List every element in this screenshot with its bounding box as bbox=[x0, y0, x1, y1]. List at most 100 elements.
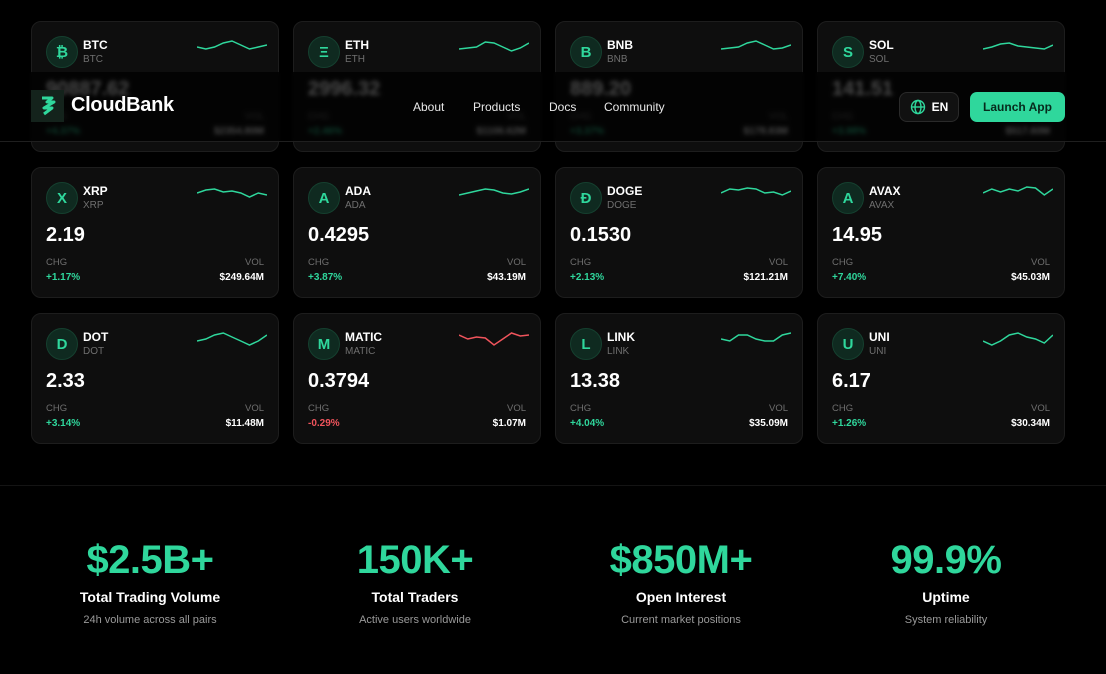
stat-0: $2.5B+ Total Trading Volume 24h volume a… bbox=[20, 538, 280, 626]
coin-name: ADA bbox=[345, 200, 366, 211]
coin-price: 2.19 bbox=[46, 224, 85, 246]
volume-value: $43.19M bbox=[487, 272, 526, 283]
coin-symbol: AVAX bbox=[869, 184, 901, 198]
brand-name[interactable]: CloudBank bbox=[71, 94, 174, 116]
nav-products[interactable]: Products bbox=[473, 100, 521, 114]
coin-price: 14.95 bbox=[832, 224, 883, 246]
coin-name: MATIC bbox=[345, 346, 376, 357]
stat-description: Active users worldwide bbox=[359, 614, 471, 626]
coin-name: XRP bbox=[83, 200, 104, 211]
coin-card-uni[interactable]: U UNI UNI 6.17 CHG VOL +1.26% $30.34M bbox=[817, 313, 1065, 444]
change-value: +1.17% bbox=[46, 272, 81, 283]
change-value: +3.87% bbox=[308, 272, 343, 283]
coin-card-ada[interactable]: A ADA ADA 0.4295 CHG VOL +3.87% $43.19M bbox=[293, 167, 541, 298]
language-button[interactable]: EN bbox=[899, 92, 959, 122]
stat-title: Uptime bbox=[922, 589, 970, 605]
change-label: CHG bbox=[832, 257, 854, 268]
stat-description: Current market positions bbox=[621, 614, 741, 626]
cloudbank-logo-icon[interactable] bbox=[31, 90, 64, 122]
sparkline-chart bbox=[721, 187, 791, 196]
coin-symbol: LINK bbox=[607, 330, 635, 344]
coin-symbol: DOGE bbox=[607, 184, 643, 198]
coin-price: 13.38 bbox=[570, 370, 621, 392]
stat-description: 24h volume across all pairs bbox=[83, 614, 217, 626]
coin-card-xrp[interactable]: X XRP XRP 2.19 CHG VOL +1.17% $249.64M bbox=[31, 167, 279, 298]
dot-coin-icon: D bbox=[46, 328, 78, 360]
sparkline bbox=[197, 188, 267, 198]
coin-symbol: MATIC bbox=[345, 330, 383, 344]
sparkline-chart bbox=[983, 42, 1053, 50]
matic-coin-icon: M bbox=[308, 328, 340, 360]
volume-value: $121.21M bbox=[743, 272, 788, 283]
coin-symbol: SOL bbox=[869, 38, 894, 52]
coin-price: 0.4295 bbox=[308, 224, 370, 246]
nav-docs[interactable]: Docs bbox=[549, 100, 577, 114]
sparkline bbox=[197, 332, 267, 346]
volume-value: $11.48M bbox=[225, 418, 264, 429]
change-value: +4.04% bbox=[570, 418, 605, 429]
coin-name: DOT bbox=[83, 346, 105, 357]
coin-symbol: BTC bbox=[83, 38, 108, 52]
sparkline-chart bbox=[459, 41, 529, 52]
change-value: +7.40% bbox=[832, 272, 867, 283]
change-label: CHG bbox=[46, 257, 68, 268]
link-coin-icon: L bbox=[570, 328, 602, 360]
sparkline-chart bbox=[983, 332, 1053, 346]
coin-card-dot[interactable]: D DOT DOT 2.33 CHG VOL +3.14% $11.48M bbox=[31, 313, 279, 444]
launch-app-button[interactable]: Launch App bbox=[970, 92, 1065, 122]
sparkline bbox=[197, 40, 267, 50]
coin-symbol: ADA bbox=[345, 184, 371, 198]
avax-coin-icon: A bbox=[832, 182, 864, 214]
volume-label: VOL bbox=[244, 403, 264, 414]
sparkline bbox=[983, 42, 1053, 50]
volume-label: VOL bbox=[506, 257, 526, 268]
btc-coin-icon: ₿ bbox=[46, 36, 78, 68]
nav-community[interactable]: Community bbox=[604, 100, 665, 114]
coin-card-link[interactable]: L LINK LINK 13.38 CHG VOL +4.04% $35.09M bbox=[555, 313, 803, 444]
sparkline bbox=[459, 41, 529, 52]
volume-label: VOL bbox=[1030, 403, 1050, 414]
coin-card-matic[interactable]: M MATIC MATIC 0.3794 CHG VOL -0.29% $1.0… bbox=[293, 313, 541, 444]
coin-name: DOGE bbox=[607, 200, 637, 211]
change-value: +1.26% bbox=[832, 418, 867, 429]
sparkline-chart bbox=[459, 332, 529, 346]
stat-value: $2.5B+ bbox=[86, 538, 214, 582]
volume-label: VOL bbox=[768, 403, 788, 414]
change-value: -0.29% bbox=[308, 418, 340, 429]
coin-name: SOL bbox=[869, 54, 890, 65]
site-header: CloudBank About Products Docs Community … bbox=[0, 72, 1106, 142]
stat-value: 150K+ bbox=[356, 538, 474, 582]
sparkline bbox=[983, 186, 1053, 196]
coin-name: AVAX bbox=[869, 200, 895, 211]
change-label: CHG bbox=[308, 257, 330, 268]
stat-title: Open Interest bbox=[635, 589, 727, 605]
change-value: +3.14% bbox=[46, 418, 81, 429]
sparkline bbox=[721, 40, 791, 50]
volume-value: $30.34M bbox=[1011, 418, 1050, 429]
volume-value: $35.09M bbox=[749, 418, 788, 429]
eth-coin-icon: Ξ bbox=[308, 36, 340, 68]
coin-card-avax[interactable]: A AVAX AVAX 14.95 CHG VOL +7.40% $45.03M bbox=[817, 167, 1065, 298]
sparkline-chart bbox=[983, 186, 1053, 196]
coin-card-doge[interactable]: Ð DOGE DOGE 0.1530 CHG VOL +2.13% $121.2… bbox=[555, 167, 803, 298]
sparkline-chart bbox=[197, 188, 267, 198]
coin-symbol: BNB bbox=[607, 38, 633, 52]
volume-label: VOL bbox=[1030, 257, 1050, 268]
nav-about[interactable]: About bbox=[413, 100, 445, 114]
coin-price: 2.33 bbox=[46, 370, 85, 392]
change-label: CHG bbox=[46, 403, 68, 414]
coin-name: BNB bbox=[607, 54, 628, 65]
coin-symbol: UNI bbox=[869, 330, 890, 344]
xrp-coin-icon: X bbox=[46, 182, 78, 214]
stat-3: 99.9% Uptime System reliability bbox=[816, 538, 1076, 626]
volume-value: $45.03M bbox=[1011, 272, 1050, 283]
sparkline-chart bbox=[721, 332, 791, 342]
stat-title: Total Traders bbox=[371, 589, 459, 605]
coin-price: 6.17 bbox=[832, 370, 871, 392]
volume-label: VOL bbox=[244, 257, 264, 268]
coin-name: ETH bbox=[345, 54, 365, 65]
volume-value: $249.64M bbox=[219, 272, 264, 283]
volume-label: VOL bbox=[506, 403, 526, 414]
change-label: CHG bbox=[570, 257, 592, 268]
sparkline bbox=[721, 187, 791, 196]
